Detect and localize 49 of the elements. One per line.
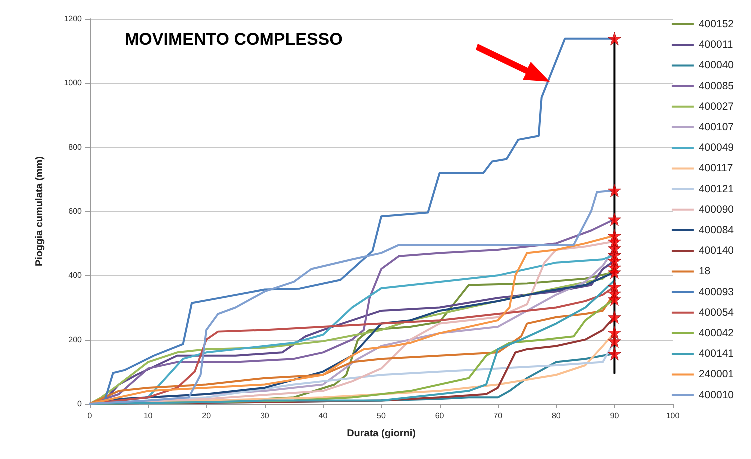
legend-label: 400054 — [698, 306, 734, 319]
legend-label: 400121 — [698, 183, 734, 196]
y-tick-label: 800 — [68, 142, 83, 152]
legend-label: 400093 — [698, 286, 734, 298]
x-tick-label: 10 — [144, 412, 154, 420]
point — [608, 334, 622, 348]
legend-label: 400084 — [698, 224, 734, 236]
x-tick-label: 50 — [377, 412, 386, 420]
x-tick-label: 60 — [435, 412, 445, 420]
x-tick-label: 30 — [260, 412, 270, 420]
point — [608, 326, 622, 340]
point — [608, 184, 622, 198]
legend-label: 400090 — [698, 204, 734, 216]
x-tick-label: 70 — [494, 412, 504, 420]
legend-label: 400042 — [698, 328, 734, 340]
x-tick-label: 0 — [88, 412, 93, 420]
y-axis-title: Pioggia cumulata (mm) — [34, 156, 46, 267]
y-tick-label: 1200 — [64, 14, 83, 24]
legend-label: 400152 — [698, 18, 734, 30]
x-tick-label: 100 — [666, 412, 680, 420]
point — [608, 32, 622, 46]
y-tick-label: 200 — [68, 335, 83, 344]
legend-label: 400040 — [698, 60, 734, 72]
y-tick-label: 0 — [78, 400, 83, 408]
legend-label: 400085 — [698, 80, 734, 92]
point — [608, 310, 622, 324]
x-tick-label: 90 — [610, 412, 620, 420]
legend-label: 400117 — [698, 162, 734, 175]
y-tick-label: 600 — [68, 207, 83, 216]
legend-label: 18 — [698, 266, 711, 278]
x-tick-label: 80 — [552, 412, 562, 420]
y-tick-label: 1000 — [64, 78, 83, 88]
x-axis-title: Durata (giorni) — [347, 428, 416, 440]
point — [608, 347, 622, 361]
legend-label: 400049 — [698, 142, 734, 154]
x-tick-label: 40 — [318, 412, 328, 420]
legend-label: 400011 — [698, 39, 734, 52]
text: MOVIMENTO COMPLESSO — [125, 30, 343, 49]
legend-label: 400107 — [698, 122, 734, 134]
x-tick-label: 20 — [202, 412, 212, 420]
y-tick-label: 400 — [68, 271, 83, 280]
legend-label: 400141 — [698, 348, 734, 360]
point — [608, 292, 622, 306]
legend-label: 400027 — [698, 100, 734, 113]
legend-label: 240001 — [698, 368, 734, 381]
point — [608, 266, 622, 280]
point — [608, 212, 622, 226]
legend-label: 400010 — [698, 389, 734, 402]
legend-label: 400140 — [698, 245, 734, 258]
